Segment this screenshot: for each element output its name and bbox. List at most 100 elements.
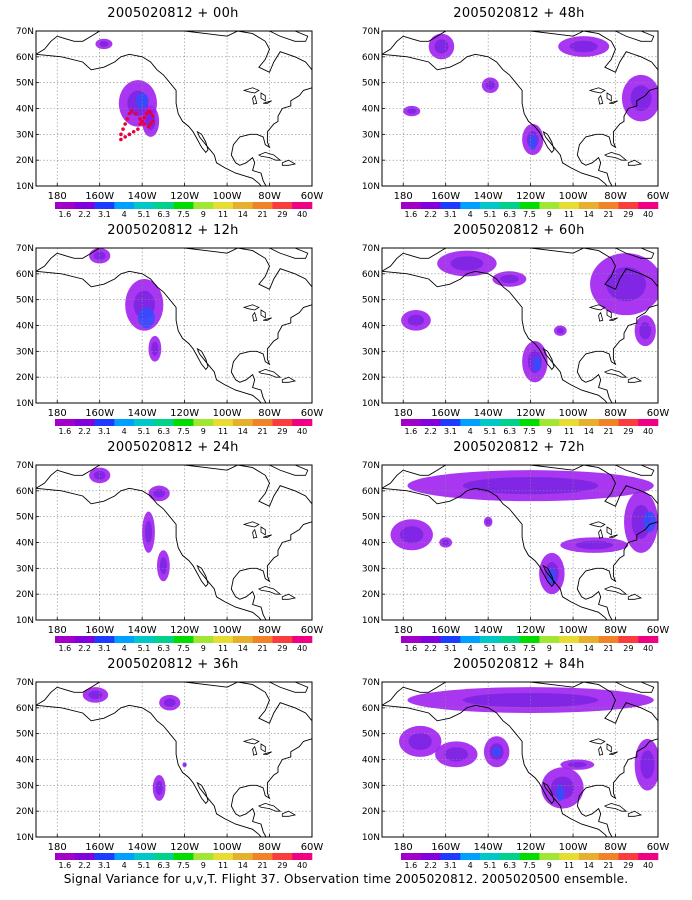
colorbar-label: 1.6 <box>405 210 418 219</box>
lon-tick-label: 180 <box>394 842 413 853</box>
lon-tick-label: 160W <box>431 842 460 853</box>
colorbar-segment <box>134 636 155 643</box>
colorbar-label: 9 <box>547 210 552 219</box>
coastline <box>598 745 604 756</box>
lon-tick-label: 120W <box>516 408 545 419</box>
lon-tick-label: 80W <box>604 842 627 853</box>
colorbar-label: 7.5 <box>523 210 536 219</box>
colorbar-label: 7.5 <box>523 427 536 436</box>
variance-core <box>145 520 153 544</box>
colorbar-label: 21 <box>257 861 267 870</box>
coastline <box>615 682 655 693</box>
variance-core <box>462 477 599 495</box>
panel-title: 2005020812 + 60h <box>453 223 585 238</box>
coastline <box>588 87 606 94</box>
coastline <box>36 53 262 186</box>
colorbar-label: 2.2 <box>424 861 437 870</box>
colorbar-segment <box>213 202 234 209</box>
lon-tick-label: 80W <box>604 191 627 202</box>
lat-tick-label: 40N <box>16 539 34 549</box>
colorbar-label: 3.1 <box>444 644 457 653</box>
lat-tick-label: 20N <box>362 807 380 817</box>
lat-tick-label: 50N <box>362 296 380 306</box>
panel-title: 2005020812 + 72h <box>453 440 585 455</box>
coastline <box>382 31 658 186</box>
colorbar-label: 4 <box>122 644 127 653</box>
colorbar-label: 21 <box>603 861 613 870</box>
coastline <box>627 159 643 166</box>
colorbar-label: 6.3 <box>157 427 170 436</box>
colorbar-segment <box>519 419 540 426</box>
coastline <box>382 248 658 403</box>
variance-core <box>640 750 655 779</box>
colorbar-label: 6.3 <box>503 644 516 653</box>
lat-tick-label: 30N <box>362 781 380 791</box>
colorbar-label: 21 <box>257 210 267 219</box>
flight-track-point <box>140 119 144 124</box>
colorbar-segment <box>618 853 639 860</box>
colorbar-label: 6.3 <box>157 210 170 219</box>
lat-tick-label: 50N <box>16 79 34 89</box>
colorbar-label: 3.1 <box>98 861 111 870</box>
colorbar-segment <box>74 636 95 643</box>
lon-tick-label: 180 <box>48 625 67 636</box>
lon-tick-label: 140W <box>128 191 157 202</box>
coastline <box>609 534 618 538</box>
lon-tick-label: 60W <box>647 625 670 636</box>
flight-track-point <box>142 115 147 120</box>
colorbar-label: 3.1 <box>98 427 111 436</box>
colorbar-segment <box>173 636 194 643</box>
lat-tick-label: 40N <box>16 322 34 332</box>
colorbar-segment <box>401 636 422 643</box>
colorbar-segment <box>401 853 422 860</box>
colorbar-label: 40 <box>643 427 653 436</box>
coastline <box>260 309 266 319</box>
flight-track-point <box>138 122 142 126</box>
flight-track-point <box>123 135 127 139</box>
coastline <box>615 465 655 476</box>
colorbar-label: 4 <box>468 427 473 436</box>
colorbar-label: 9 <box>201 427 206 436</box>
variance-region <box>528 134 537 150</box>
colorbar-segment <box>578 853 599 860</box>
flight-track-point <box>131 129 136 134</box>
coastline <box>606 92 612 102</box>
colorbar-label: 6.3 <box>157 644 170 653</box>
coastline <box>609 100 618 104</box>
colorbar-segment <box>272 419 293 426</box>
colorbar-segment <box>292 202 313 209</box>
lat-tick-label: 30N <box>16 347 34 357</box>
lat-tick-label: 40N <box>16 756 34 766</box>
colorbar-label: 6.3 <box>503 427 516 436</box>
coastline <box>36 487 262 620</box>
colorbar-segment <box>440 853 461 860</box>
lon-tick-label: 160W <box>85 191 114 202</box>
lon-tick-label: 140W <box>128 842 157 853</box>
variance-region <box>135 93 149 109</box>
colorbar-label: 5.1 <box>138 861 151 870</box>
colorbar-label: 7.5 <box>177 210 190 219</box>
colorbar-segment <box>618 636 639 643</box>
lat-tick-label: 60N <box>16 487 34 497</box>
colorbar-segment <box>420 202 441 209</box>
lat-tick-label: 60N <box>362 53 380 63</box>
lat-tick-label: 30N <box>16 781 34 791</box>
colorbar-segment <box>638 853 659 860</box>
lon-tick-label: 120W <box>170 625 199 636</box>
colorbar-segment <box>559 419 580 426</box>
variance-core <box>575 540 613 550</box>
lon-tick-label: 140W <box>474 408 503 419</box>
lon-tick-label: 80W <box>258 625 281 636</box>
colorbar-segment <box>578 419 599 426</box>
lon-tick-label: 120W <box>516 625 545 636</box>
colorbar-segment <box>618 419 639 426</box>
lon-tick-label: 100W <box>213 842 242 853</box>
coastline <box>382 704 608 837</box>
lat-tick-label: 20N <box>16 156 34 166</box>
coastline <box>588 521 606 528</box>
colorbar-label: 5.1 <box>138 427 151 436</box>
colorbar-segment <box>401 419 422 426</box>
coastline <box>263 100 272 104</box>
coastline <box>281 593 297 600</box>
